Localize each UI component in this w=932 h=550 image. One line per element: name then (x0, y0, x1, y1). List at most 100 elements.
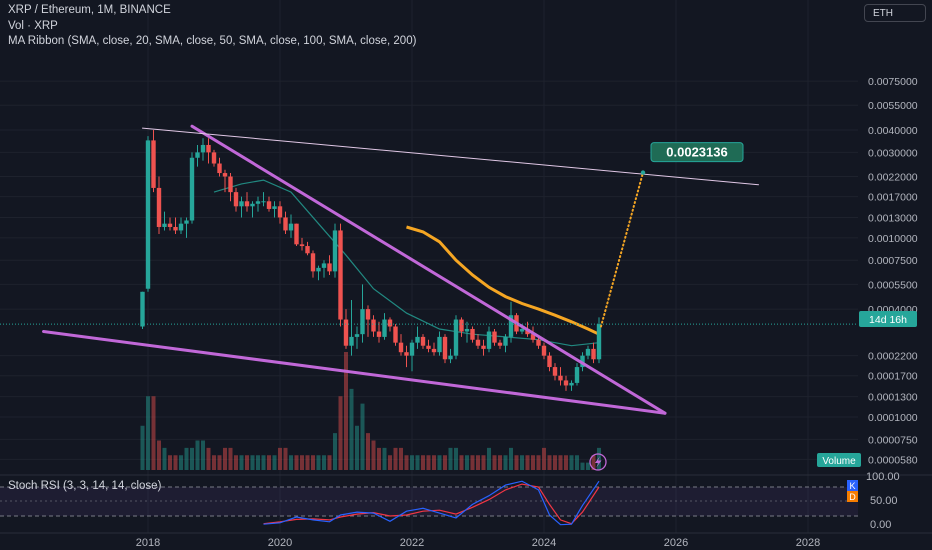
time-axis-label: 2022 (400, 537, 424, 549)
volume-bar (173, 455, 178, 470)
candle-body (206, 144, 211, 153)
volume-bar (338, 396, 343, 470)
volume-bar (586, 462, 590, 470)
countdown-tag: 14d 16h (859, 311, 917, 327)
candle-body (365, 309, 371, 320)
lightning-icon[interactable] (589, 453, 607, 471)
time-axis[interactable]: 2018 2020 2022 2024 2026 2028 (136, 537, 820, 549)
volume-bar (393, 447, 398, 470)
volume-bar (366, 433, 370, 470)
volume-bar (487, 447, 491, 470)
lightning-icon-bolt (595, 456, 602, 468)
volume-bar (432, 455, 436, 470)
currency-button[interactable]: ETH (864, 4, 926, 22)
volume-bar (206, 447, 211, 470)
volume-bar (443, 455, 447, 470)
candle-body (415, 336, 420, 343)
candle-body (552, 367, 558, 376)
candle-body (558, 375, 563, 381)
candle-body (536, 339, 541, 346)
volume-bar (492, 455, 497, 470)
volume-bar (261, 455, 266, 470)
candle-body (503, 336, 508, 346)
candle-body (200, 144, 206, 153)
candle-body (162, 223, 167, 227)
price-axis-label: 0.0055000 (868, 100, 918, 112)
candle-body (167, 223, 173, 227)
volume-bar (514, 455, 519, 470)
volume-bar (311, 455, 315, 470)
candle-body (316, 267, 321, 272)
volume-bar (217, 455, 222, 470)
volume-tag-text: Volume (822, 456, 856, 467)
volume-bar (437, 455, 442, 470)
candle-body (492, 331, 497, 343)
volume-bar (503, 455, 508, 470)
symbol-legend[interactable]: XRP / Ethereum, 1M, BINANCE (8, 4, 171, 16)
wedge-upper-line (190, 124, 667, 415)
projection-endpoint (640, 170, 646, 175)
target-label[interactable]: 0.0023136 (650, 142, 744, 163)
candle-body (283, 217, 288, 231)
price-axis-label: 0.0040000 (868, 125, 918, 137)
volume-bar (564, 455, 568, 470)
candle-body (519, 328, 525, 332)
candle-body (211, 152, 217, 164)
stoch-rsi-lines (263, 480, 600, 526)
volume-bar (151, 396, 156, 470)
candle-body (266, 201, 272, 209)
volume-bar (547, 455, 552, 470)
volume-bar (245, 455, 249, 470)
trendlines (42, 124, 759, 415)
volume-bar (591, 455, 596, 470)
candle-body (140, 291, 145, 327)
volume-bar (162, 447, 167, 470)
volume-bar (223, 447, 227, 470)
volume-bar (426, 455, 431, 470)
volume-bar (531, 455, 535, 470)
ma-ribbon-legend[interactable]: MA Ribbon (SMA, close, 20, SMA, close, 5… (8, 35, 417, 47)
price-axis[interactable]: 0.0075000 0.0055000 0.0040000 0.0030000 0.00… (868, 76, 918, 466)
volume-legend[interactable]: Vol · XRP (8, 20, 58, 32)
target-label-box (650, 142, 744, 163)
ma-sma50-line (406, 225, 600, 336)
candle-body (277, 206, 283, 218)
price-axis-label: 0.0001700 (868, 371, 918, 383)
candle-body (195, 152, 200, 158)
candle-body (272, 206, 277, 209)
volume-bar (344, 352, 348, 470)
candle-body (547, 355, 552, 368)
candle-body (305, 246, 310, 254)
volume-bar (289, 455, 293, 470)
candle-body (470, 328, 475, 340)
volume-bar (228, 447, 233, 470)
candle-body (151, 140, 156, 188)
price-axis-label: 0.0002200 (868, 351, 918, 363)
candle-body (233, 192, 239, 207)
volume-bar (454, 447, 458, 470)
candle-body (239, 201, 244, 207)
volume-bar (316, 455, 321, 470)
volume-bar (195, 440, 200, 470)
stoch-k-tag-text: K (849, 481, 855, 491)
candle-body (321, 263, 327, 268)
price-axis-label: 0.0000750 (868, 434, 918, 446)
price-axis-label: 0.0007500 (868, 255, 918, 267)
candle-body (371, 319, 376, 332)
volume-bar (250, 455, 255, 470)
candle-body (442, 336, 448, 360)
candle-body (574, 367, 580, 383)
volume-bar (509, 447, 513, 470)
countdown-text: 14d 16h (869, 314, 907, 326)
candle-body (360, 309, 365, 335)
volume-bar (542, 447, 546, 470)
time-axis-label: 2028 (796, 537, 820, 549)
volume-bar (575, 455, 579, 470)
price-axis-label: 0.0075000 (868, 76, 918, 88)
candle-body (431, 348, 437, 353)
volume-bar (278, 447, 282, 470)
candle-body (541, 345, 547, 356)
volume-bar (294, 455, 299, 470)
price-axis-label: 0.0022000 (868, 172, 918, 184)
